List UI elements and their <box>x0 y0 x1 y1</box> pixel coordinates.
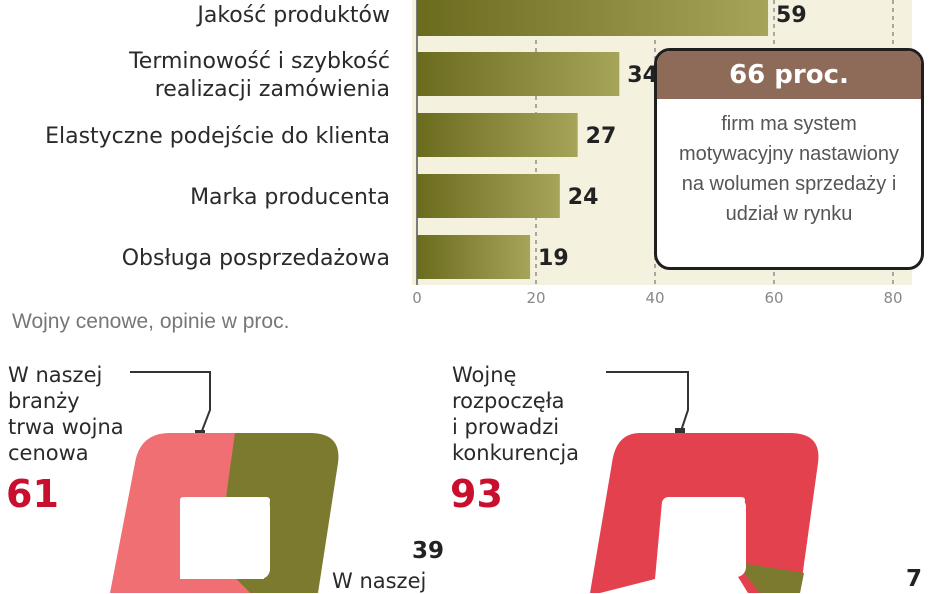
tick-labels: 0 20 40 60 80 <box>412 289 902 307</box>
x-tick-label: 20 <box>526 289 545 307</box>
bar-value-label: 19 <box>538 246 569 271</box>
bar-value-label: 59 <box>776 3 807 28</box>
bar <box>417 52 620 96</box>
category-label: Obsługa posprzedażowa <box>122 246 390 271</box>
bar-value-label: 27 <box>586 124 617 149</box>
pie1-other-value: 39 <box>412 538 445 564</box>
x-tick-label: 0 <box>412 289 422 307</box>
pie1-label: W naszej branży trwa wojna cenowa <box>8 363 124 465</box>
pie1-other-label: W naszej <box>332 569 427 593</box>
x-tick-label: 80 <box>883 289 902 307</box>
bar <box>417 0 769 36</box>
callout-headline: 66 proc. <box>657 51 921 99</box>
pie-section-title: Wojny cenowe, opinie w proc. <box>12 310 290 333</box>
pie2 <box>590 433 819 593</box>
bar <box>417 235 531 279</box>
callout-body: firm ma system motywacyjny nastawiony na… <box>678 113 900 225</box>
category-label: Terminowość i szybkość realizacji zamówie… <box>128 49 390 102</box>
pie1-value: 61 <box>6 472 59 516</box>
category-label: Marka producenta <box>190 185 390 210</box>
pie1-connector <box>130 371 211 437</box>
category-label: Jakość produktów <box>195 3 390 28</box>
pie2-value: 93 <box>450 472 503 516</box>
pie1-slice-61 <box>110 433 250 593</box>
pie2-other-value: 7 <box>906 566 923 592</box>
category-label: Elastyczne podejście do klienta <box>45 124 390 149</box>
bar-value-label: 34 <box>627 63 658 88</box>
bar <box>417 174 560 218</box>
pie1-hole <box>182 497 270 579</box>
pie1 <box>110 433 339 593</box>
pie2-slice-7 <box>735 562 804 593</box>
x-tick-label: 60 <box>764 289 783 307</box>
bars: 59 Jakość produktów 34 Terminowość i szybko… <box>45 0 807 279</box>
bar-value-label: 24 <box>568 185 599 210</box>
pie2-slice-93 <box>590 433 819 593</box>
x-tick-label: 40 <box>645 289 664 307</box>
pie2-label: Wojnę rozpoczęła i prowadzi konkurencja <box>452 363 580 465</box>
pie1-slice-39 <box>226 433 339 593</box>
pie2-connector <box>606 371 689 435</box>
bar <box>417 113 578 157</box>
pie2-hole <box>664 497 746 577</box>
callout-box: 66 proc. firm ma system motywacyjny nast… <box>654 48 924 270</box>
